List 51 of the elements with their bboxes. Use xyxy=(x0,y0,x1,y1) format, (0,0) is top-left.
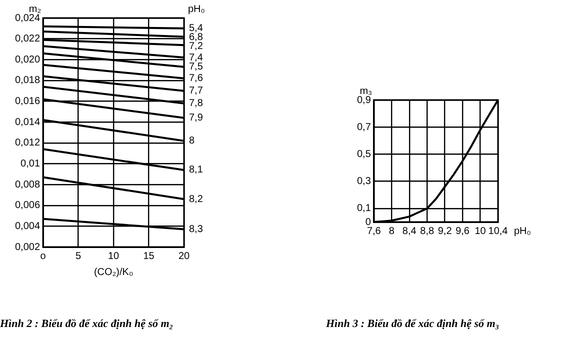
series-label: 7,2 xyxy=(189,41,204,52)
series-label: 5,4 xyxy=(189,23,204,34)
x-tick-label: 5 xyxy=(75,250,82,262)
y-tick-label: 0,020 xyxy=(14,54,40,66)
y-tick-label: 0,022 xyxy=(14,34,40,45)
series-label: 7,4 xyxy=(189,52,204,64)
x-axis-title: pH₀ xyxy=(514,226,531,237)
y-tick-label: 0,016 xyxy=(14,96,40,108)
x-tick-label: 8,8 xyxy=(420,226,434,237)
series-label: 7,7 xyxy=(189,86,204,97)
x-tick-label: 15 xyxy=(143,250,155,262)
series-label: 8,2 xyxy=(189,194,204,205)
series-label: 8,1 xyxy=(189,164,204,176)
y-tick-label: 0,018 xyxy=(14,75,40,86)
x-tick-label: o xyxy=(40,250,46,262)
x-tick-label: 8,4 xyxy=(402,226,417,237)
text: Hình 3 : Biểu đồ để xác định hệ số m₃ xyxy=(326,318,500,330)
series-label: 7,6 xyxy=(189,73,204,84)
series-label: 6,8 xyxy=(189,32,204,44)
x-tick-label: 10,4 xyxy=(488,226,508,237)
y-tick-label: 0,01 xyxy=(20,158,40,170)
x-tick-label: 10 xyxy=(108,250,120,262)
series-label: 8,3 xyxy=(189,224,204,236)
x-tick-label: 9,2 xyxy=(438,226,452,237)
y-tick-label: 0,014 xyxy=(14,116,40,128)
y-tick-label: 0,3 xyxy=(356,176,372,188)
series-label: 8 xyxy=(189,136,195,147)
y-axis-title: m₂ xyxy=(28,4,42,15)
y-tick-label: 0,5 xyxy=(356,148,372,160)
y-axis-title: m₃ xyxy=(360,86,372,97)
y-tick-label: 0,1 xyxy=(356,203,372,214)
legend-title: pH₀ xyxy=(188,4,205,15)
y-tick-label: 0,008 xyxy=(14,179,40,190)
x-tick-label: 8 xyxy=(388,226,395,237)
y-tick-label: 0,006 xyxy=(14,200,40,212)
series-label: 7,8 xyxy=(189,98,204,110)
y-tick-label: 0,004 xyxy=(14,220,40,232)
x-tick-label: 10 xyxy=(474,226,486,237)
y-tick-label: 0,7 xyxy=(356,122,372,133)
text: Hình 2 : Biểu đồ để xác định hệ số m₂ xyxy=(0,318,174,330)
y-tick-label: 0,9 xyxy=(356,94,372,106)
x-tick-label: 9,6 xyxy=(456,226,470,237)
y-tick-label: 0,024 xyxy=(14,12,40,24)
x-tick-label: 7,6 xyxy=(366,226,382,237)
series-label: 7,5 xyxy=(189,62,204,73)
y-tick-label: 0 xyxy=(365,216,372,228)
y-tick-label: 0,002 xyxy=(14,242,40,253)
x-axis-title: (CO₂)/K₀ xyxy=(94,266,134,278)
x-tick-label: 20 xyxy=(178,250,190,262)
series-label: 7,9 xyxy=(189,112,204,124)
y-tick-label: 0,012 xyxy=(14,138,40,149)
